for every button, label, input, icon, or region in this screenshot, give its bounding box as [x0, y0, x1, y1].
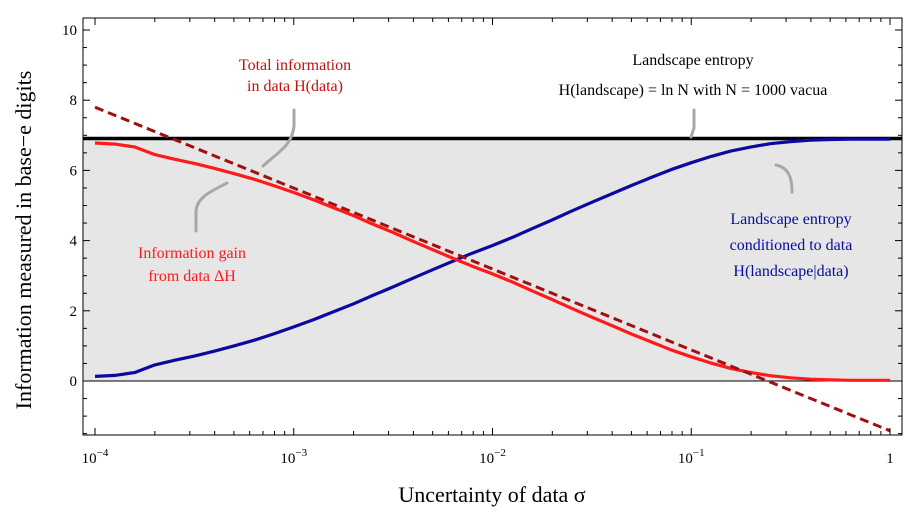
series-layer	[83, 105, 902, 433]
y-axis-title: Information measured in base−e digits	[11, 71, 36, 410]
annotation-conditioned-line3: H(landscape|data)	[733, 263, 848, 280]
series-line-3	[94, 137, 890, 378]
annotation-landscape-line1: Landscape entropy	[632, 52, 753, 69]
annotation-total-info-line2: in data H(data)	[247, 78, 343, 95]
annotation-conditioned-line1: Landscape entropy	[730, 211, 851, 228]
x-tick-label: 1	[886, 451, 894, 467]
leader-landscape-entropy	[689, 108, 696, 139]
annotation-landscape-line2: H(landscape) = ln N with N = 1000 vacua	[559, 82, 828, 99]
y-tick-label: 6	[70, 163, 78, 179]
y-tick-label: 10	[62, 23, 77, 39]
x-tick-label: 10−4	[82, 447, 109, 467]
x-tick-label: 10−2	[479, 447, 506, 467]
annotation-info-gain-line2: from data ΔH	[148, 268, 236, 285]
shaded-region	[83, 138, 902, 381]
series-line-2	[94, 141, 890, 382]
y-tick-label: 2	[70, 304, 78, 320]
annotation-conditioned-line2: conditioned to data	[730, 237, 853, 254]
leader-total-info	[261, 108, 296, 168]
y-tick-label: 0	[70, 374, 78, 390]
annotation-total-info-line1: Total information	[239, 57, 351, 74]
x-tick-label: 10−1	[678, 447, 705, 467]
y-tick-label: 8	[70, 93, 78, 109]
x-tick-label: 10−3	[280, 447, 307, 467]
y-tick-label: 4	[70, 234, 78, 250]
annotation-info-gain-line1: Information gain	[138, 245, 246, 262]
annotation-leaders	[194, 108, 794, 233]
shaded-region-layer	[83, 138, 902, 382]
leader-info-gain	[194, 181, 229, 233]
x-axis-title: Uncertainty of data σ	[398, 482, 585, 507]
leader-conditioned	[774, 163, 794, 194]
series-line-1	[94, 105, 891, 433]
